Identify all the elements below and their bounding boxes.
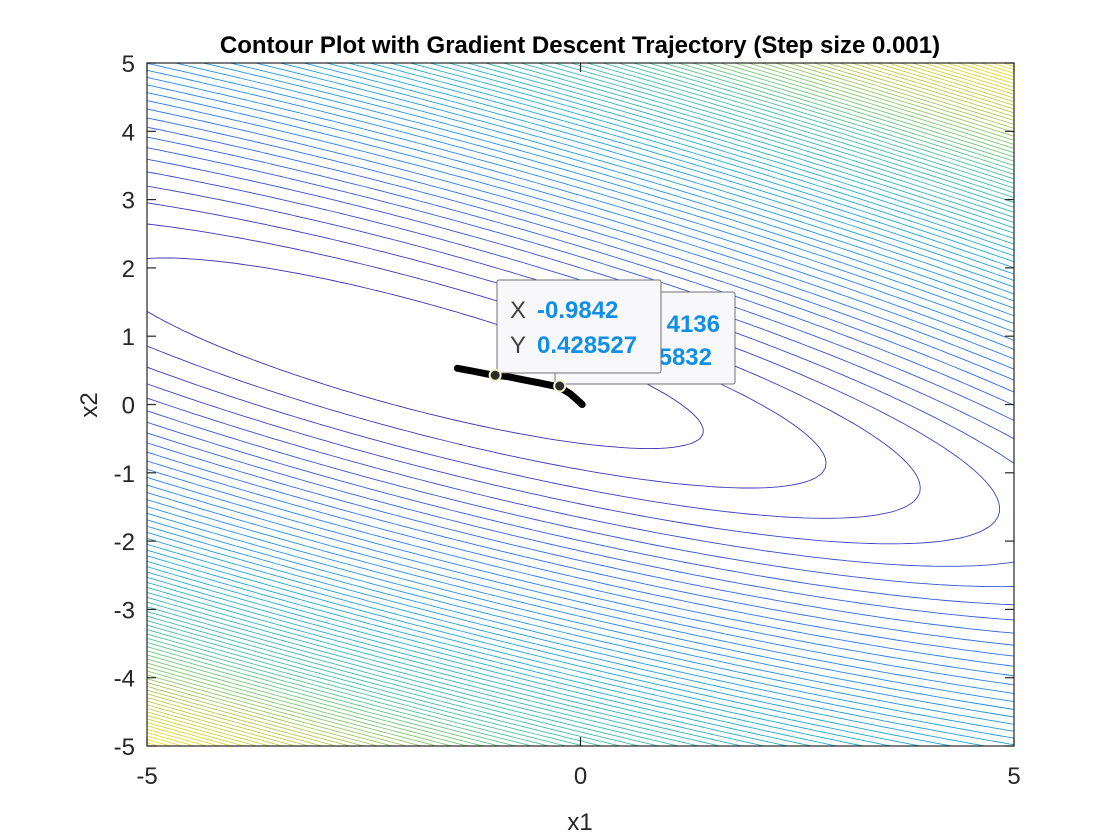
contour-level-31 bbox=[147, 63, 1014, 746]
contour-level-37 bbox=[147, 63, 1014, 746]
chart-title: Contour Plot with Gradient Descent Traje… bbox=[220, 32, 940, 59]
contour-level-40 bbox=[147, 63, 1014, 746]
contour-level-41 bbox=[147, 63, 1014, 746]
x-tick-label: 0 bbox=[574, 763, 587, 790]
y-tick-label: 5 bbox=[122, 51, 135, 78]
contour-level-25 bbox=[147, 63, 1014, 746]
contour-level-35 bbox=[147, 63, 1014, 746]
datatip-marker-2[interactable] bbox=[553, 379, 567, 393]
contour-level-51 bbox=[147, 63, 1014, 746]
contour-level-55 bbox=[147, 63, 1014, 746]
datatip-1[interactable]: X -0.9842 Y 0.428527 bbox=[496, 279, 662, 374]
y-tick-label: 0 bbox=[122, 393, 135, 420]
axis-ticks: -5 0 5 -5 -4 -3 -2 -1 0 1 2 3 4 5 bbox=[114, 51, 1021, 790]
datatip-x-label: X bbox=[510, 297, 526, 324]
contour-level-46 bbox=[147, 63, 1014, 746]
contour-level-66 bbox=[147, 63, 1014, 746]
contour-level-12 bbox=[147, 100, 1014, 667]
contour-lines bbox=[147, 63, 1014, 746]
y-tick-label: 1 bbox=[122, 324, 135, 351]
contour-level-30 bbox=[147, 63, 1014, 746]
contour-level-44 bbox=[147, 63, 1014, 746]
x-tick-label: 5 bbox=[1007, 763, 1020, 790]
contour-level-21 bbox=[147, 63, 1014, 739]
contour-level-20 bbox=[147, 63, 1014, 732]
contour-level-50 bbox=[147, 63, 1014, 746]
datatips-layer: 4136 5832 X -0.9842 Y 0.428527 bbox=[488, 279, 736, 393]
datatip-box bbox=[496, 279, 662, 374]
contour-level-36 bbox=[147, 63, 1014, 746]
contour-level-39 bbox=[147, 63, 1014, 746]
datatip-x-value: 4136 bbox=[667, 311, 720, 338]
contour-level-48 bbox=[147, 63, 1014, 746]
contour-level-11 bbox=[147, 108, 1014, 657]
contour-level-34 bbox=[147, 63, 1014, 746]
y-tick-label: -4 bbox=[114, 666, 135, 693]
contour-level-33 bbox=[147, 63, 1014, 746]
contour-level-10 bbox=[147, 117, 1014, 646]
contour-level-52 bbox=[147, 63, 1014, 746]
contour-level-17 bbox=[147, 63, 1014, 710]
contour-level-62 bbox=[147, 63, 1014, 746]
contour-level-49 bbox=[147, 63, 1014, 746]
contour-level-26 bbox=[147, 63, 1014, 746]
y-tick-label: -3 bbox=[114, 597, 135, 624]
x-axis-label: x1 bbox=[567, 809, 592, 836]
x-tick-label: -5 bbox=[136, 763, 157, 790]
y-axis-label: x2 bbox=[76, 392, 103, 417]
contour-level-58 bbox=[147, 63, 1014, 746]
contour-level-47 bbox=[147, 63, 1014, 746]
contour-level-16 bbox=[147, 69, 1014, 703]
datatip-marker-1[interactable] bbox=[488, 368, 502, 382]
contour-level-63 bbox=[147, 63, 1014, 746]
y-tick-label: -1 bbox=[114, 461, 135, 488]
contour-level-22 bbox=[147, 63, 1014, 746]
contour-level-29 bbox=[147, 63, 1014, 746]
contour-level-43 bbox=[147, 63, 1014, 746]
contour-level-56 bbox=[147, 63, 1014, 746]
y-tick-label: -2 bbox=[114, 529, 135, 556]
contour-level-45 bbox=[147, 63, 1014, 746]
contour-level-57 bbox=[147, 63, 1014, 746]
datatip-y-value: 5832 bbox=[659, 344, 712, 371]
contour-level-18 bbox=[147, 63, 1014, 718]
gradient-descent-trajectory bbox=[453, 364, 586, 408]
contour-level-15 bbox=[147, 77, 1014, 694]
contour-level-19 bbox=[147, 63, 1014, 725]
contour-level-67 bbox=[147, 63, 1014, 746]
contour-level-9 bbox=[147, 126, 1014, 634]
contour-level-8 bbox=[147, 136, 1014, 621]
contour-level-23 bbox=[147, 63, 1014, 746]
contour-level-13 bbox=[147, 92, 1014, 677]
datatip-x-value: -0.9842 bbox=[537, 297, 618, 324]
contour-level-32 bbox=[147, 63, 1014, 746]
y-tick-label: 2 bbox=[122, 256, 135, 283]
contour-level-38 bbox=[147, 63, 1014, 746]
contour-level-59 bbox=[147, 63, 1014, 746]
contour-level-54 bbox=[147, 63, 1014, 746]
contour-level-53 bbox=[147, 63, 1014, 746]
y-tick-label: -5 bbox=[114, 734, 135, 761]
contour-level-27 bbox=[147, 63, 1014, 746]
contour-level-24 bbox=[147, 63, 1014, 746]
y-tick-label: 4 bbox=[122, 119, 135, 146]
datatip-y-label: Y bbox=[510, 332, 526, 359]
contour-level-61 bbox=[147, 63, 1014, 746]
trajectory-layer bbox=[453, 364, 586, 408]
datatip-y-value: 0.428527 bbox=[537, 332, 637, 359]
y-tick-label: 3 bbox=[122, 188, 135, 215]
contour-level-70 bbox=[147, 63, 1014, 746]
contour-level-14 bbox=[147, 84, 1014, 686]
contour-level-42 bbox=[147, 63, 1014, 746]
contour-level-28 bbox=[147, 63, 1014, 746]
contour-level-60 bbox=[147, 63, 1014, 746]
